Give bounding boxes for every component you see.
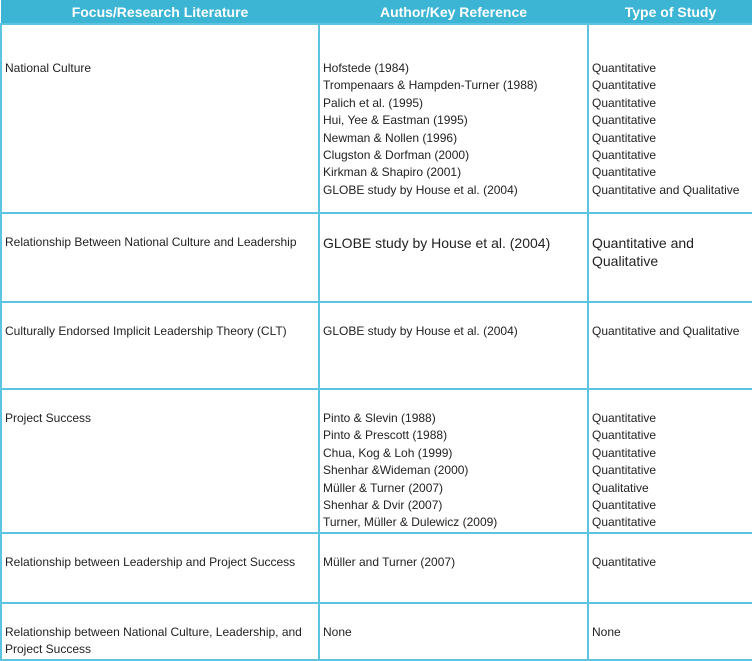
cell-line: Newman & Nollen (1996): [323, 130, 458, 145]
table-cell: Relationship Between National Culture an…: [0, 212, 320, 303]
cell-line: National Culture: [5, 61, 92, 75]
table-row: Relationship Between National Culture an…: [0, 212, 752, 303]
table-cell: Quantitative Quantitative Quantitative Quan…: [587, 23, 752, 214]
cell-line: Culturally Endorsed Implicit Leadership …: [5, 324, 287, 338]
cell-line: Shenhar &Wideman (2000): [323, 463, 469, 478]
cell-line: GLOBE study by House et al. (2004): [323, 182, 518, 197]
table-cell: Hofstede (1984) Trompenaars & Hampden-Tur…: [318, 23, 589, 214]
header-cell: Focus/Research Literature: [0, 0, 320, 25]
cell-line: Müller & Turner (2007): [323, 480, 444, 495]
cell-line: Quantitative: [592, 165, 657, 180]
cell-line: Hofstede (1984): [323, 61, 410, 75]
cell-line: None: [323, 624, 352, 639]
cell-line: Turner, Müller & Dulewicz (2009): [323, 515, 498, 530]
cell-line: Hui, Yee & Eastman (1995): [323, 113, 468, 128]
table-row: Project Success Pinto & Slevin (1988) Pint…: [0, 388, 752, 534]
table-row: Relationship between Leadership and Proj…: [0, 531, 752, 604]
header-row: Focus/Research Literature Author/Key Refe…: [0, 0, 752, 25]
table-cell: Culturally Endorsed Implicit Leadership …: [0, 301, 320, 390]
table-cell: GLOBE study by House et al. (2004): [318, 301, 589, 390]
cell-line: Quantitative: [592, 411, 657, 425]
table-cell: National Culture: [0, 23, 320, 214]
table-cell: GLOBE study by House et al. (2004): [318, 212, 589, 303]
table-row: Culturally Endorsed Implicit Leadership …: [0, 301, 752, 390]
cell-line: Quantitative: [592, 78, 657, 93]
cell-line: GLOBE study by House et al. (2004): [323, 235, 551, 251]
cell-line: GLOBE study by House et al. (2004): [323, 324, 518, 338]
cell-line: Project Success: [5, 411, 92, 425]
cell-line: Relationship between Leadership and Proj…: [5, 554, 296, 569]
cell-line: Quantitative and Qualitative: [592, 324, 740, 338]
cell-line: Pinto & Prescott (1988): [323, 428, 448, 443]
cell-line: Pinto & Slevin (1988): [323, 411, 436, 425]
table-cell: None: [318, 601, 589, 661]
cell-line: Relationship Between National Culture an…: [5, 235, 297, 249]
cell-line: Quantitative: [592, 515, 657, 530]
table-cell: Quantitative: [587, 531, 752, 604]
cell-line: Quantitative: [592, 463, 657, 478]
table-cell: Project Success: [0, 388, 320, 534]
cell-line: Chua, Kog & Loh (1999): [323, 445, 453, 460]
cell-line: Quantitative: [592, 148, 657, 163]
cell-line: Relationship between National Culture, L…: [5, 624, 302, 657]
cell-line: Quantitative and Qualitative: [592, 235, 694, 269]
header-cell: Author/Key Reference: [318, 0, 589, 25]
table-row: Relationship between National Culture, L…: [0, 601, 752, 661]
cell-line: Clugston & Dorfman (2000): [323, 148, 470, 163]
cell-line: Kirkman & Shapiro (2001): [323, 165, 462, 180]
cell-line: None: [592, 624, 621, 639]
table-cell: Quantitative and Qualitative: [587, 301, 752, 390]
header-cell: Type of Study: [587, 0, 752, 25]
cell-line: Quantitative: [592, 61, 657, 75]
cell-line: Quantitative and Qualitative: [592, 182, 740, 197]
cell-line: Quantitative: [592, 130, 657, 145]
table-cell: Pinto & Slevin (1988) Pinto & Prescott (1…: [318, 388, 589, 534]
table-cell: Relationship between Leadership and Proj…: [0, 531, 320, 604]
cell-line: Palich et al. (1995): [323, 95, 424, 110]
table-cell: Quantitative and Qualitative: [587, 212, 752, 303]
cell-line: Quantitative: [592, 498, 657, 513]
table-cell: Quantitative Quantitative Quantitative Quan…: [587, 388, 752, 534]
cell-line: Müller and Turner (2007): [323, 554, 456, 569]
table-cell: Relationship between National Culture, L…: [0, 601, 320, 661]
cell-line: Trompenaars & Hampden-Turner (1988): [323, 78, 538, 93]
cell-line: Quantitative: [592, 113, 657, 128]
cell-line: Qualitative: [592, 480, 649, 495]
cell-line: Quantitative: [592, 95, 657, 110]
table-row: National Culture Hofstede (1984) Trompenaa…: [0, 23, 752, 214]
cell-line: Quantitative: [592, 554, 657, 569]
cell-line: Quantitative: [592, 445, 657, 460]
cell-line: Quantitative: [592, 428, 657, 443]
table-cell: None: [587, 601, 752, 661]
table-cell: Müller and Turner (2007): [318, 531, 589, 604]
cell-line: Shenhar & Dvir (2007): [323, 498, 443, 513]
